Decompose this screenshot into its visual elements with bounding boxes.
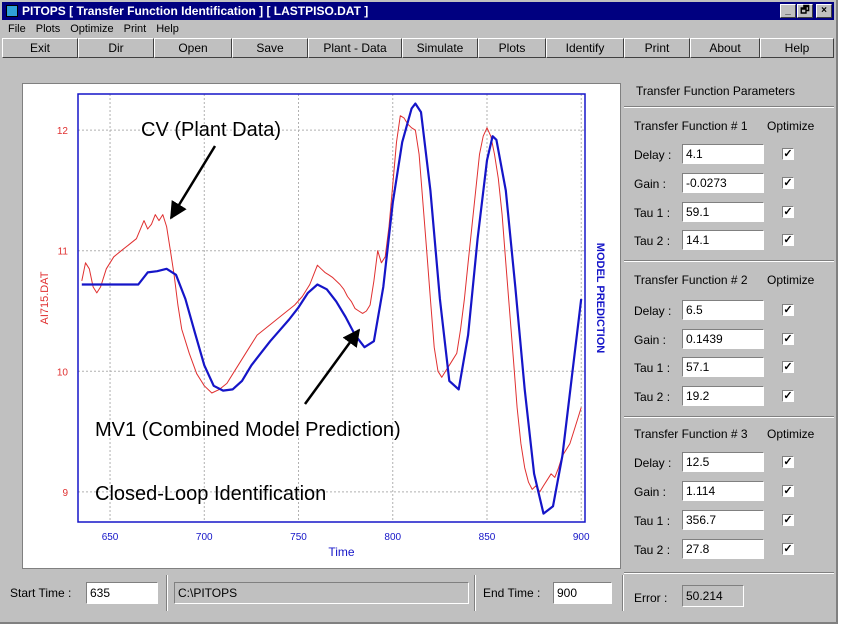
about-button[interactable]: About bbox=[690, 38, 760, 58]
annotation-closed-loop-identification: Closed-Loop Identification bbox=[95, 483, 326, 505]
tf2-tau2-checkbox[interactable]: ✓ bbox=[782, 390, 794, 402]
tf3-gain-input[interactable]: 1.114 bbox=[682, 481, 764, 501]
x-tick-label: 900 bbox=[573, 532, 590, 543]
error-value: 50.214 bbox=[682, 585, 744, 607]
title-bar: PITOPS [ Transfer Function Identificatio… bbox=[2, 2, 834, 20]
menu-file[interactable]: File bbox=[8, 23, 26, 35]
end-time-input[interactable]: 900 bbox=[553, 582, 612, 604]
maximize-button[interactable]: 🗗 bbox=[797, 4, 813, 18]
plot-border bbox=[77, 93, 586, 523]
model-prediction-line bbox=[81, 102, 583, 515]
plots-button[interactable]: Plots bbox=[478, 38, 546, 58]
annotation-mv1-model-prediction: MV1 (Combined Model Prediction) bbox=[95, 419, 401, 441]
tf2-tau1-label: Tau 1 : bbox=[634, 361, 671, 375]
tf1-tau1-input[interactable]: 59.1 bbox=[682, 202, 764, 222]
app-icon bbox=[6, 5, 18, 17]
help-button[interactable]: Help bbox=[760, 38, 834, 58]
tf3-optimize-label: Optimize bbox=[767, 427, 815, 441]
menu-optimize[interactable]: Optimize bbox=[70, 23, 114, 35]
menu-print[interactable]: Print bbox=[123, 23, 147, 35]
minimize-button[interactable]: _ bbox=[780, 4, 796, 18]
y-tick-label: 12 bbox=[57, 126, 69, 137]
tf3-tau2-input[interactable]: 27.8 bbox=[682, 539, 764, 559]
panel-title: Transfer Function Parameters bbox=[636, 84, 795, 98]
tf1-delay-input[interactable]: 4.1 bbox=[682, 144, 764, 164]
annotation-cv-plant-data: CV (Plant Data) bbox=[141, 119, 281, 141]
tf1-gain-checkbox[interactable]: ✓ bbox=[782, 177, 794, 189]
tf1-tau2-checkbox[interactable]: ✓ bbox=[782, 234, 794, 246]
tf1-title: Transfer Function # 1 bbox=[634, 119, 748, 133]
tf2-tau1-checkbox[interactable]: ✓ bbox=[782, 361, 794, 373]
x-tick-label: 800 bbox=[384, 532, 401, 543]
tf3-tau2-checkbox[interactable]: ✓ bbox=[782, 543, 794, 555]
start-time-label: Start Time : bbox=[10, 586, 72, 600]
tf3-delay-input[interactable]: 12.5 bbox=[682, 452, 764, 472]
error-label: Error : bbox=[634, 591, 668, 605]
tf2-delay-label: Delay : bbox=[634, 304, 672, 318]
tf2-tau2-input[interactable]: 19.2 bbox=[682, 386, 764, 406]
chart: 650 700 750 800 850 900 9 10 11 12 Time AI715.DAT MO… bbox=[39, 93, 606, 559]
tf3-tau1-label: Tau 1 : bbox=[634, 514, 671, 528]
tf2-delay-input[interactable]: 6.5 bbox=[682, 300, 764, 320]
tf3-gain-checkbox[interactable]: ✓ bbox=[782, 485, 794, 497]
y-tick-label: 10 bbox=[57, 367, 69, 378]
tf2-delay-checkbox[interactable]: ✓ bbox=[782, 304, 794, 316]
menu-bar: File Plots Optimize Print Help bbox=[2, 21, 834, 38]
tf1-delay-label: Delay : bbox=[634, 148, 672, 162]
tf2-optimize-label: Optimize bbox=[767, 273, 815, 287]
tf3-gain-label: Gain : bbox=[634, 485, 667, 499]
start-time-input[interactable]: 635 bbox=[86, 582, 158, 604]
toolbar: Exit Dir Open Save Plant - Data Simulate… bbox=[2, 38, 834, 58]
tf1-tau2-input[interactable]: 14.1 bbox=[682, 230, 764, 250]
window-title: PITOPS [ Transfer Function Identificatio… bbox=[22, 4, 369, 18]
x-tick-label: 700 bbox=[196, 532, 213, 543]
print-button[interactable]: Print bbox=[624, 38, 690, 58]
x-tick-label: 850 bbox=[479, 532, 496, 543]
plant-data-button[interactable]: Plant - Data bbox=[308, 38, 402, 58]
simulate-button[interactable]: Simulate bbox=[402, 38, 478, 58]
tf2-tau1-input[interactable]: 57.1 bbox=[682, 357, 764, 377]
tf1-gain-input[interactable]: -0.0273 bbox=[682, 173, 764, 193]
tf1-gain-label: Gain : bbox=[634, 177, 667, 191]
tf3-tau1-input[interactable]: 356.7 bbox=[682, 510, 764, 530]
tf1-delay-checkbox[interactable]: ✓ bbox=[782, 148, 794, 160]
y-axis-label-right: MODEL PREDICTION bbox=[594, 243, 606, 353]
close-button[interactable]: × bbox=[816, 4, 832, 18]
tf2-gain-checkbox[interactable]: ✓ bbox=[782, 333, 794, 345]
tf3-delay-label: Delay : bbox=[634, 456, 672, 470]
arrow-to-model bbox=[303, 328, 361, 405]
exit-button[interactable]: Exit bbox=[2, 38, 78, 58]
parameter-panel: Transfer Function Parameters Transfer Fu… bbox=[624, 78, 834, 603]
x-tick-label: 650 bbox=[102, 532, 119, 543]
dir-button[interactable]: Dir bbox=[78, 38, 154, 58]
open-button[interactable]: Open bbox=[154, 38, 232, 58]
tf1-tau1-checkbox[interactable]: ✓ bbox=[782, 206, 794, 218]
identify-button[interactable]: Identify bbox=[546, 38, 624, 58]
tf2-gain-input[interactable]: 0.1439 bbox=[682, 329, 764, 349]
save-button[interactable]: Save bbox=[232, 38, 308, 58]
tf3-tau1-checkbox[interactable]: ✓ bbox=[782, 514, 794, 526]
arrow-to-cv bbox=[169, 145, 217, 220]
y-tick-label: 11 bbox=[58, 247, 69, 258]
tf1-tau1-label: Tau 1 : bbox=[634, 206, 671, 220]
y-axis-label: AI715.DAT bbox=[39, 271, 51, 324]
tf1-tau2-label: Tau 2 : bbox=[634, 234, 671, 248]
tf2-tau2-label: Tau 2 : bbox=[634, 390, 671, 404]
menu-plots[interactable]: Plots bbox=[35, 23, 61, 35]
end-time-label: End Time : bbox=[483, 586, 541, 600]
tf1-optimize-label: Optimize bbox=[767, 119, 815, 133]
x-axis-label: Time bbox=[328, 545, 355, 559]
tf3-title: Transfer Function # 3 bbox=[634, 427, 748, 441]
tf2-gain-label: Gain : bbox=[634, 333, 667, 347]
tf3-delay-checkbox[interactable]: ✓ bbox=[782, 456, 794, 468]
path-field: C:\PITOPS bbox=[174, 582, 469, 604]
menu-help[interactable]: Help bbox=[156, 23, 179, 35]
y-tick-label: 9 bbox=[62, 488, 68, 499]
status-bar: Start Time : 635 C:\PITOPS End Time : 90… bbox=[2, 575, 834, 613]
tf2-title: Transfer Function # 2 bbox=[634, 273, 748, 287]
cv-plant-data-line bbox=[81, 115, 582, 493]
plot-area: 650 700 750 800 850 900 9 10 11 12 Time AI715.DAT MO… bbox=[22, 83, 621, 569]
tf3-tau2-label: Tau 2 : bbox=[634, 543, 671, 557]
x-tick-label: 750 bbox=[290, 532, 307, 543]
